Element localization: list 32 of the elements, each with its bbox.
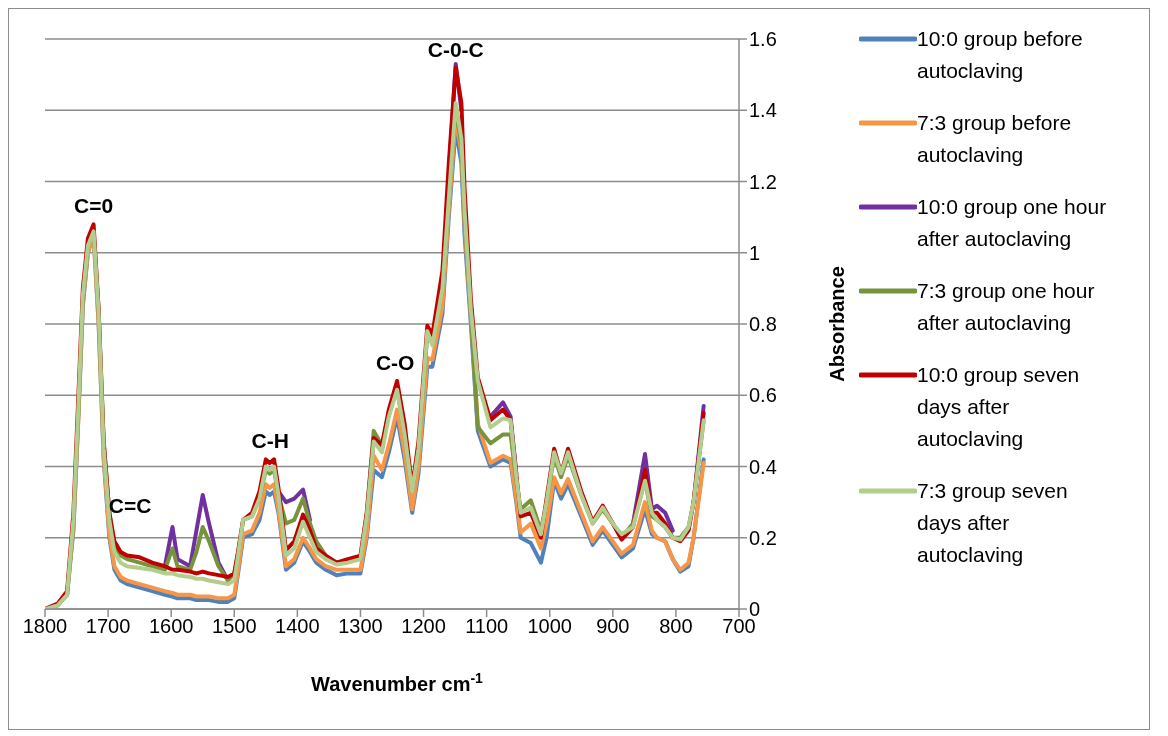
y-tick-label: 0.8 xyxy=(749,313,777,336)
y-tick-label: 0.6 xyxy=(749,384,777,407)
x-tick-label: 700 xyxy=(722,615,756,638)
x-tick-label: 1800 xyxy=(22,615,68,638)
legend-label: 10:0 group one hour after autoclaving xyxy=(917,194,1108,252)
legend-label: 7:3 group before autoclaving xyxy=(917,110,1073,168)
x-tick-label: 1000 xyxy=(527,615,572,638)
x-tick-label: 1500 xyxy=(212,615,257,638)
legend-label: 10:0 group before autoclaving xyxy=(917,26,1084,84)
x-tick-label: 1100 xyxy=(465,615,509,638)
x-tick-label: 1300 xyxy=(338,615,383,638)
annotation: C-O xyxy=(375,351,415,374)
legend-label: 10:0 group seven days after autoclaving xyxy=(917,362,1081,452)
y-tick-label: 1 xyxy=(749,241,761,264)
y-axis-title: Absorbance xyxy=(826,266,849,382)
y-tick-label: 0.4 xyxy=(749,455,777,478)
x-tick-label: 900 xyxy=(596,615,630,638)
legend-label: 7:3 group seven days after autoclaving xyxy=(917,478,1069,568)
x-tick-label: 1400 xyxy=(275,615,320,638)
annotation: C-0-C xyxy=(427,37,484,61)
y-tick-label: 1.4 xyxy=(749,99,777,122)
x-axis-title: Wavenumber cm$^{-1}$ xyxy=(311,670,484,695)
y-tick-label: 0.2 xyxy=(749,526,777,549)
x-tick-label: 1600 xyxy=(148,615,194,638)
x-tick-label: 800 xyxy=(659,615,693,638)
annotation: C=0 xyxy=(74,194,114,218)
x-tick-label: 1200 xyxy=(401,615,446,638)
annotation: C-H xyxy=(251,429,289,453)
y-tick-label: 1.2 xyxy=(749,170,777,193)
legend-label: 7:3 group one hour after autoclaving xyxy=(917,278,1096,336)
x-tick-label: 1700 xyxy=(85,615,131,638)
y-tick-label: 1.6 xyxy=(749,28,777,51)
